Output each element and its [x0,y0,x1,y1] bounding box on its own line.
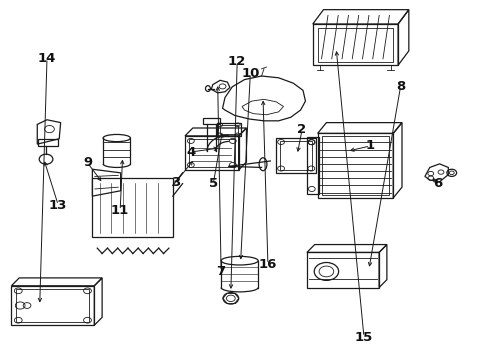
Bar [203,118,219,125]
Text: 3: 3 [170,176,180,189]
Text: 16: 16 [258,258,277,271]
Text: 15: 15 [354,330,372,343]
Bar [188,139,234,167]
Bar [11,286,94,325]
Bar [184,136,238,170]
Text: 10: 10 [241,67,259,80]
Text: 7: 7 [216,265,225,278]
Text: 11: 11 [111,204,129,217]
Text: 5: 5 [208,177,218,190]
Bar [321,136,388,195]
Text: 6: 6 [432,177,441,190]
Bar [317,28,392,62]
Bar [280,140,312,170]
Text: 2: 2 [297,123,306,136]
Bar [38,139,58,146]
Text: 12: 12 [227,55,246,68]
Bar [16,289,89,321]
Bar [92,178,172,237]
Text: 14: 14 [38,51,56,64]
Bar [220,126,237,134]
Bar [312,24,397,65]
Bar [306,252,378,288]
Bar [317,134,392,198]
Text: 1: 1 [365,139,374,152]
Bar [276,138,316,173]
Text: 13: 13 [49,199,67,212]
Bar [216,123,241,136]
Text: 9: 9 [83,156,92,169]
Bar [306,137,319,194]
Text: 4: 4 [186,145,195,158]
Text: 8: 8 [395,80,405,93]
